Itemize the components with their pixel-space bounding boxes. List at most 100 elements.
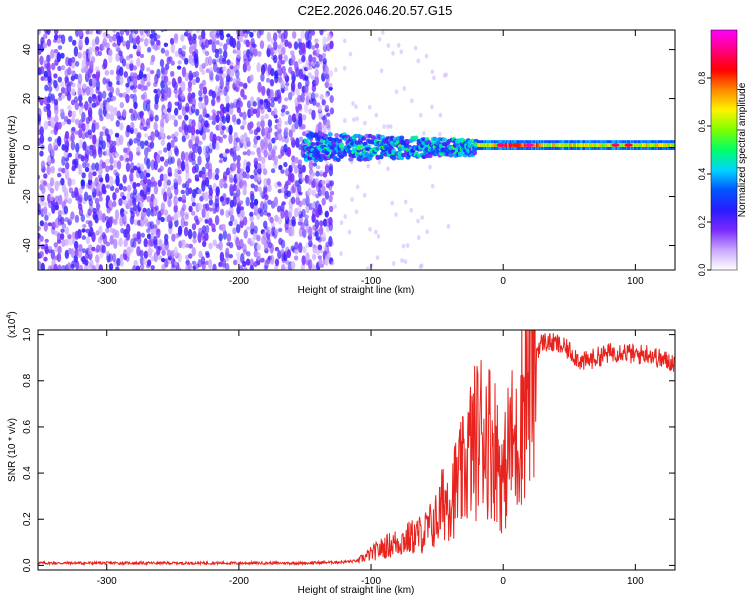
spectrogram-cell [283,105,288,110]
spectrogram-cell [61,167,66,174]
spectrogram-cell [419,112,423,118]
spectrogram-cell [238,173,244,182]
spectrogram-cell [505,143,508,147]
spectrogram-cell [64,226,70,235]
spectrogram-cell [38,108,42,119]
spectrogram-cell [399,135,405,140]
spectrogram-cell [655,143,657,147]
spectrogram-cell [145,172,151,178]
spectrogram-cell [487,143,489,147]
spectrogram-cell [118,115,123,121]
spectrogram-cell [149,141,155,149]
spectrogram-cell [70,248,76,258]
spectrogram-cell [208,187,213,197]
spectrogram-cell [308,65,313,71]
spectrogram-cell [607,143,610,147]
spectrogram-cell [324,72,330,80]
spectrogram-cell [122,109,127,118]
spectrogram-cell [290,245,295,252]
spectrogram-cell [257,81,262,93]
spectrogram-cell [118,50,123,57]
spectrogram-cell [38,225,41,231]
spectrogram-cell [173,204,178,213]
spectrogram-cell [184,57,189,65]
spectrogram-cell [200,256,206,265]
spectrogram-cell [177,169,182,175]
spectrogram-cell [123,238,128,248]
spectrogram-cell [249,74,254,82]
spectrogram-cell [163,191,168,203]
spectrogram-cell [236,160,241,169]
spectrogram-cell [343,118,347,123]
spectrogram-cell [149,110,154,118]
x-tick-label: 0 [500,576,506,587]
spectrogram-cell [302,198,307,206]
spectrogram-cell [115,120,121,127]
spectrogram-cell [249,107,254,117]
spectrogram-cell [324,104,330,110]
spectrogram-cell [154,114,159,122]
spectrogram-cell [229,183,234,194]
spectrogram-cell [53,79,58,89]
spectrogram-cell [214,52,220,59]
spectrogram-cell [661,143,664,147]
spectrogram-cell [276,181,282,186]
spectrogram-cell [399,49,404,55]
spectrogram-cell [132,44,138,50]
spectrogram-cell [235,145,240,152]
spectrogram-cell [170,156,175,164]
spectrogram-cell [270,222,276,228]
spectrogram-cell [150,131,155,142]
spectrogram-cell [160,88,165,96]
spectrogram-cell [394,212,398,218]
spectrogram-cell [105,148,110,157]
spectrogram-cell [60,65,66,71]
spectrogram-cell [50,249,55,260]
spectrogram-cell [94,162,100,172]
spectrogram-cell [50,117,56,127]
spectrogram-cell [223,50,228,59]
spectrogram-cell [305,79,310,87]
spectrogram-cell [119,253,125,261]
spectrogram-cell [329,190,335,196]
spectrogram-cell [218,240,223,251]
spectrogram-cell [304,218,309,227]
spectrogram-cell [211,172,216,181]
spectrogram-cell [318,258,323,268]
spectrogram-cell [146,72,151,83]
y-tick-label: 20 [22,93,33,105]
spectrogram-cell [239,219,244,229]
spectrogram-cell [212,133,217,144]
spectrogram-cell [143,238,148,248]
spectrogram-cell [328,163,334,171]
spectrogram-cell [608,143,611,147]
spectrogram-cell [180,34,185,42]
spectrogram-cell [128,53,134,59]
spectrogram-cell [140,140,145,150]
spectrogram-cell [269,79,275,87]
spectrogram-cell [169,37,175,45]
spectrogram-cell [163,30,168,32]
spectrogram-cell [208,142,214,149]
spectrogram-cell [524,143,526,147]
spectrogram-cell [378,154,384,160]
colorbar-gradient [710,29,738,271]
spectrogram-cell [198,100,203,110]
spectrogram-cell [546,143,549,147]
spectrogram-cell [66,118,72,125]
spectrogram-cell [511,143,513,147]
spectrogram-cell [315,48,320,55]
spectrogram-cell [556,143,558,147]
spectrogram-cell [101,244,106,254]
spectrogram-cell [123,71,128,78]
spectrogram-cell [119,122,124,131]
spectrogram-cell [294,118,299,130]
spectrogram-cell [267,199,272,205]
spectrogram-cell [225,94,230,104]
spectrogram-cell [87,178,93,186]
spectrogram-cell [368,226,372,232]
spectrogram-cell [40,160,46,169]
spectrogram-cell [198,89,203,97]
spectrogram-cell [491,143,493,147]
spectrogram-cell [49,193,54,202]
